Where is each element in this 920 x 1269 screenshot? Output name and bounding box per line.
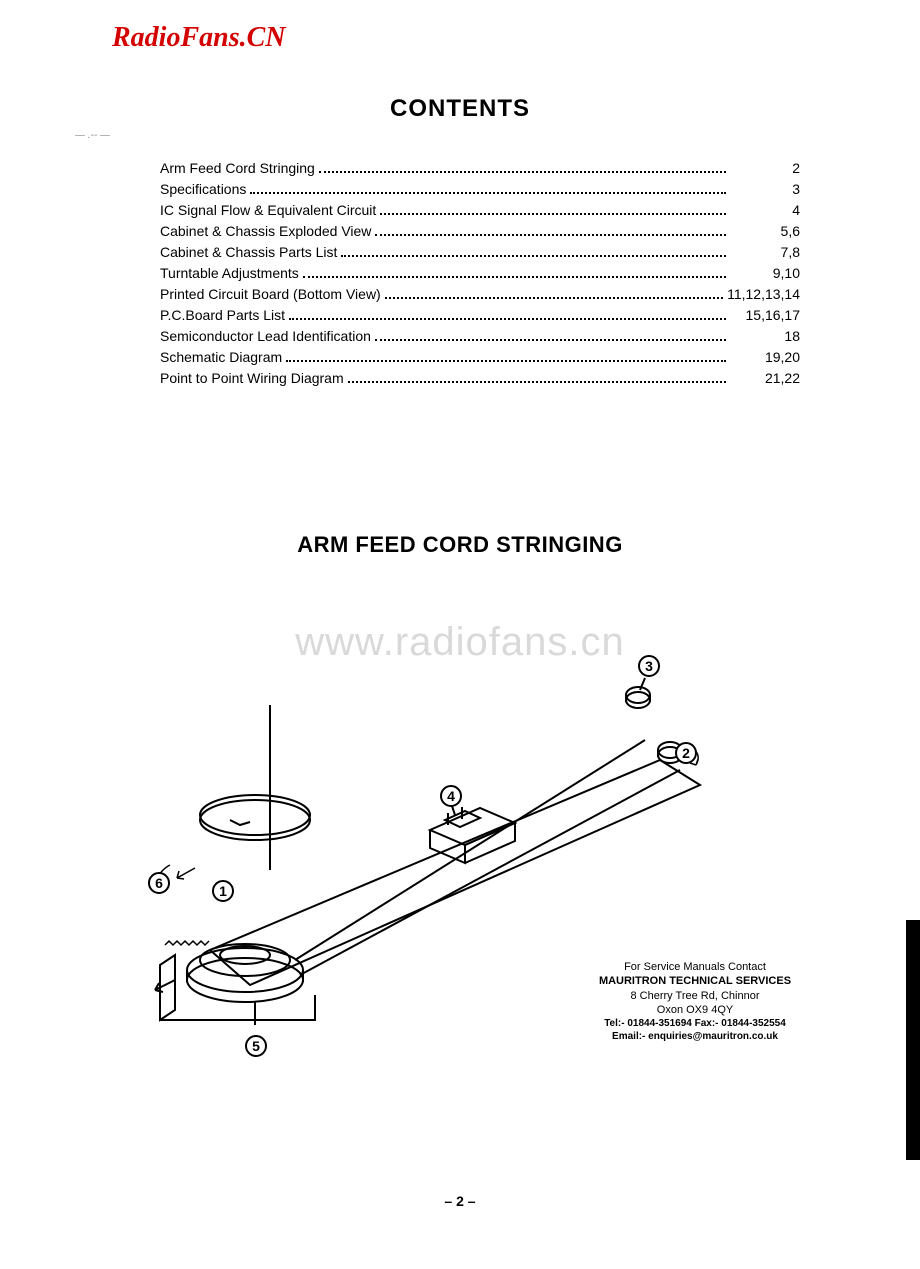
diagram-callout-5: 5: [245, 1035, 267, 1057]
toc-page: 21,22: [730, 370, 800, 386]
toc-page: 5,6: [730, 223, 800, 239]
toc-row: Printed Circuit Board (Bottom View) 11,1…: [160, 286, 800, 302]
toc-label: P.C.Board Parts List: [160, 307, 285, 323]
toc-row: Arm Feed Cord Stringing 2: [160, 160, 800, 176]
diagram-callout-6: 6: [148, 872, 170, 894]
toc-dots: [286, 360, 726, 362]
toc-row: Point to Point Wiring Diagram 21,22: [160, 370, 800, 386]
toc-row: Schematic Diagram 19,20: [160, 349, 800, 365]
toc-label: IC Signal Flow & Equivalent Circuit: [160, 202, 376, 218]
toc-page: 9,10: [730, 265, 800, 281]
toc-row: Semiconductor Lead Identification 18: [160, 328, 800, 344]
toc-label: Cabinet & Chassis Exploded View: [160, 223, 371, 239]
toc-page: 11,12,13,14: [727, 286, 800, 302]
contact-line-1: For Service Manuals Contact: [555, 960, 835, 974]
toc-dots: [341, 255, 726, 257]
diagram-callout-1: 1: [212, 880, 234, 902]
toc-dots: [385, 297, 723, 299]
toc-dots: [289, 318, 726, 320]
contact-line-3: 8 Cherry Tree Rd, Chinnor: [555, 989, 835, 1003]
toc-label: Point to Point Wiring Diagram: [160, 370, 344, 386]
toc-dots: [348, 381, 726, 383]
toc-dots: [375, 339, 726, 341]
toc-dots: [250, 192, 726, 194]
toc-dots: [375, 234, 726, 236]
toc-page: 18: [730, 328, 800, 344]
toc-label: Turntable Adjustments: [160, 265, 299, 281]
contact-line-4: Oxon OX9 4QY: [555, 1003, 835, 1017]
toc-dots: [319, 171, 726, 173]
diagram-callout-4: 4: [440, 785, 462, 807]
toc-label: Semiconductor Lead Identification: [160, 328, 371, 344]
toc-row: Turntable Adjustments 9,10: [160, 265, 800, 281]
page-number: – 2 –: [0, 1193, 920, 1209]
watermark-top: RadioFans.CN: [112, 22, 286, 54]
toc-row: Cabinet & Chassis Exploded View 5,6: [160, 223, 800, 239]
toc-dots: [303, 276, 726, 278]
contact-info: For Service Manuals Contact MAURITRON TE…: [555, 960, 835, 1043]
diagram-callout-3: 3: [638, 655, 660, 677]
contents-heading: CONTENTS: [0, 95, 920, 123]
toc-row: Cabinet & Chassis Parts List 7,8: [160, 244, 800, 260]
contact-line-6: Email:- enquiries@mauritron.co.uk: [555, 1030, 835, 1043]
toc-row: Specifications 3: [160, 181, 800, 197]
toc-row: IC Signal Flow & Equivalent Circuit 4: [160, 202, 800, 218]
toc-page: 19,20: [730, 349, 800, 365]
toc-page: 3: [730, 181, 800, 197]
section-heading: ARM FEED CORD STRINGING: [0, 532, 920, 558]
scan-smudge: — .-- —: [75, 130, 110, 141]
scan-edge-right: [906, 920, 920, 1160]
toc-dots: [380, 213, 726, 215]
toc-label: Schematic Diagram: [160, 349, 282, 365]
toc-page: 4: [730, 202, 800, 218]
toc-label: Printed Circuit Board (Bottom View): [160, 286, 381, 302]
table-of-contents: Arm Feed Cord Stringing 2 Specifications …: [160, 160, 800, 391]
toc-label: Specifications: [160, 181, 246, 197]
toc-label: Arm Feed Cord Stringing: [160, 160, 315, 176]
toc-row: P.C.Board Parts List 15,16,17: [160, 307, 800, 323]
contact-line-2: MAURITRON TECHNICAL SERVICES: [555, 974, 835, 988]
diagram-callout-2: 2: [675, 742, 697, 764]
toc-label: Cabinet & Chassis Parts List: [160, 244, 337, 260]
toc-page: 7,8: [730, 244, 800, 260]
toc-page: 15,16,17: [730, 307, 800, 323]
toc-page: 2: [730, 160, 800, 176]
contact-line-5: Tel:- 01844-351694 Fax:- 01844-352554: [555, 1017, 835, 1030]
